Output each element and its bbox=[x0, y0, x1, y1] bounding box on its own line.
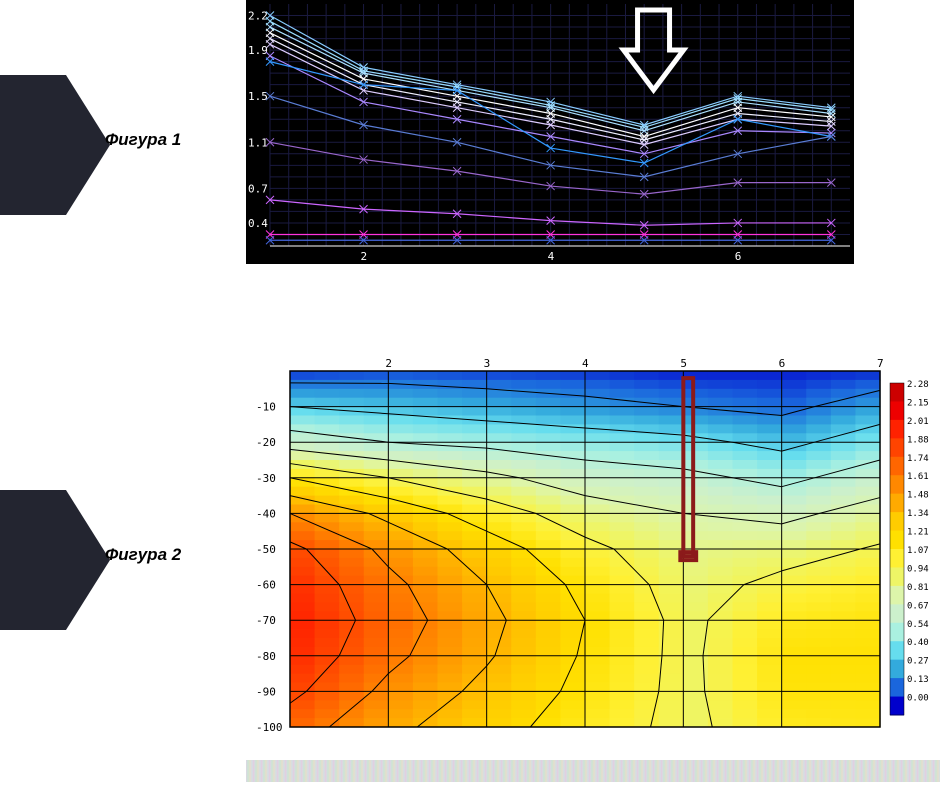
svg-text:-60: -60 bbox=[256, 579, 276, 592]
svg-text:0.13: 0.13 bbox=[907, 675, 929, 685]
svg-text:2.2: 2.2 bbox=[248, 10, 268, 23]
svg-text:-90: -90 bbox=[256, 685, 276, 698]
svg-text:1.5: 1.5 bbox=[248, 90, 268, 103]
svg-text:1.74: 1.74 bbox=[907, 454, 929, 464]
svg-text:-100: -100 bbox=[256, 721, 283, 733]
svg-text:1.88: 1.88 bbox=[907, 435, 929, 445]
svg-text:-20: -20 bbox=[256, 436, 276, 449]
svg-text:1.21: 1.21 bbox=[907, 528, 929, 538]
svg-text:7: 7 bbox=[877, 357, 884, 370]
svg-text:3: 3 bbox=[484, 357, 491, 370]
svg-text:0.00: 0.00 bbox=[907, 694, 929, 704]
chart2-heatmap: 2 3 4 5 6 7 -10 -20 -30 -40 -50 -60 -70 -80 -90 -100 2.2… bbox=[246, 353, 940, 733]
svg-text:1.34: 1.34 bbox=[907, 509, 929, 519]
svg-text:4: 4 bbox=[548, 250, 555, 263]
svg-text:4: 4 bbox=[582, 357, 589, 370]
figure1-label: Фигура 1 bbox=[105, 130, 181, 150]
svg-text:0.7: 0.7 bbox=[248, 182, 268, 195]
svg-text:0.81: 0.81 bbox=[907, 583, 929, 593]
chart2-container: 2 3 4 5 6 7 -10 -20 -30 -40 -50 -60 -70 -80 -90 -100 2.2… bbox=[246, 353, 940, 733]
svg-text:6: 6 bbox=[735, 250, 742, 263]
svg-text:1.07: 1.07 bbox=[907, 546, 929, 556]
svg-text:1.61: 1.61 bbox=[907, 472, 929, 482]
figure2-label: Фигура 2 bbox=[105, 545, 181, 565]
svg-text:6: 6 bbox=[779, 357, 786, 370]
svg-text:0.67: 0.67 bbox=[907, 601, 929, 611]
arrow-pointer-shape bbox=[0, 75, 110, 215]
svg-text:0.4: 0.4 bbox=[248, 217, 268, 230]
svg-text:-50: -50 bbox=[256, 543, 276, 556]
svg-text:1.9: 1.9 bbox=[248, 44, 268, 57]
svg-text:2.01: 2.01 bbox=[907, 417, 929, 427]
svg-text:0.54: 0.54 bbox=[907, 620, 929, 630]
svg-text:-70: -70 bbox=[256, 614, 276, 627]
svg-text:5: 5 bbox=[680, 357, 687, 370]
svg-text:2.28: 2.28 bbox=[907, 380, 929, 390]
figure2-label-block: Фигура 2 bbox=[0, 490, 200, 630]
svg-text:2.15: 2.15 bbox=[907, 398, 929, 408]
chart1-line-plot: 0.4 0.7 1.1 1.5 1.9 2.2 2 4 6 bbox=[246, 0, 854, 264]
svg-text:-40: -40 bbox=[256, 507, 276, 520]
arrow-pointer-shape bbox=[0, 490, 110, 630]
svg-text:-80: -80 bbox=[256, 650, 276, 663]
noise-strip bbox=[246, 760, 940, 782]
svg-text:1.1: 1.1 bbox=[248, 136, 268, 149]
svg-text:0.40: 0.40 bbox=[907, 638, 929, 648]
svg-text:2: 2 bbox=[361, 250, 368, 263]
svg-text:-30: -30 bbox=[256, 472, 276, 485]
svg-text:0.94: 0.94 bbox=[907, 564, 929, 574]
svg-text:0.27: 0.27 bbox=[907, 657, 929, 667]
svg-text:-10: -10 bbox=[256, 401, 276, 414]
chart1-container: 0.4 0.7 1.1 1.5 1.9 2.2 2 4 6 bbox=[246, 0, 854, 264]
figure1-label-block: Фигура 1 bbox=[0, 75, 200, 215]
svg-text:2: 2 bbox=[385, 357, 392, 370]
svg-text:1.48: 1.48 bbox=[907, 491, 929, 501]
